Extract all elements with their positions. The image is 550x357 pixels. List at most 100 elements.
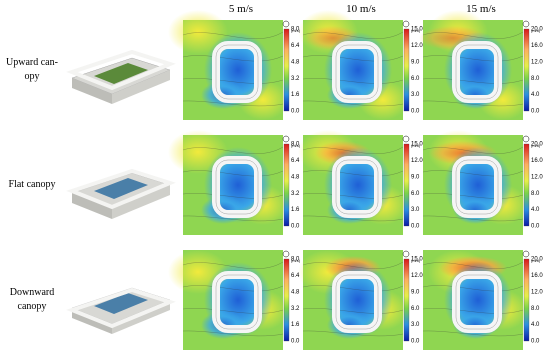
contour-line (422, 55, 524, 62)
colorbar-tick: 0.0 (411, 224, 420, 230)
contour-line (182, 55, 284, 62)
north-arrow (402, 20, 410, 28)
colorbar-tick: 0.0 (531, 224, 540, 230)
contour-line (302, 100, 404, 107)
wind-contour-map: (m/s)8.0 6.4 4.8 3.2 1.6 0.0 (168, 10, 301, 120)
stadium-canopy (66, 287, 176, 329)
colorbar-unit: (m/s) (291, 143, 301, 148)
stadium-outline-edge (215, 274, 259, 330)
contour-line (302, 146, 404, 154)
contour-line (302, 261, 404, 269)
colorbar (283, 28, 290, 112)
column-header: 5 m/s (229, 3, 253, 15)
colorbar-tick: 3.2 (291, 76, 300, 82)
contour-line (302, 55, 404, 62)
colorbar-tick: 6.4 (291, 43, 300, 49)
colorbar (403, 28, 410, 112)
row-label: Flat canopy (9, 179, 56, 190)
colorbar-tick: 8.0 (291, 257, 300, 263)
colorbar-unit: (m/s) (291, 258, 301, 263)
colorbar-tick: 4.8 (291, 289, 300, 295)
column-header: 10 m/s (346, 3, 376, 15)
colorbar-tick: 0.0 (531, 109, 540, 115)
stadium-model (66, 168, 176, 219)
north-arrow (282, 250, 290, 258)
colorbar-tick: 9.0 (411, 59, 420, 65)
stadium-side (112, 185, 170, 219)
contour-line (182, 146, 284, 154)
stadium-outline-edge (455, 44, 499, 100)
colorbar (523, 143, 530, 227)
contour-line (422, 308, 524, 314)
colorbar-tick: 6.0 (411, 191, 420, 197)
contour-line (182, 193, 284, 199)
wind-contour-map: (m/s)20.0 16.0 12.0 8.0 4.0 0.0 (422, 250, 543, 350)
stadium-field (94, 178, 148, 199)
colorbar-tick: 12.0 (531, 59, 543, 65)
colorbar-tick: 6.4 (291, 158, 300, 164)
contour-line (302, 215, 404, 222)
north-arrow (402, 135, 410, 143)
colorbar-tick: 3.0 (411, 92, 420, 98)
colorbar-tick: 0.0 (291, 339, 300, 345)
wind-contour-map: (m/s)8.0 6.4 4.8 3.2 1.6 0.0 (168, 250, 301, 350)
colorbar-tick: 3.0 (411, 207, 420, 213)
colorbar-tick: 12.0 (531, 289, 543, 295)
contour-line (182, 78, 284, 84)
colorbar (523, 28, 530, 112)
colorbar-tick: 12.0 (411, 43, 423, 49)
column-header: 15 m/s (466, 3, 496, 15)
colorbar-tick: 0.0 (531, 339, 540, 345)
contour-line (182, 308, 284, 314)
colorbar-tick: 16.0 (531, 273, 543, 279)
colorbar-tick: 3.0 (411, 322, 420, 328)
stadium-side (72, 193, 112, 219)
stadium-canopy (66, 168, 176, 210)
contour-line (302, 31, 404, 39)
wind-contour-map: (m/s)8.0 6.4 4.8 3.2 1.6 0.0 (168, 130, 301, 235)
colorbar-unit: (m/s) (411, 258, 421, 263)
colorbar-tick: 20.0 (531, 257, 543, 263)
contour-line (182, 261, 284, 269)
wind-contour-map: (m/s)15.0 12.0 9.0 6.0 3.0 0.0 (298, 130, 423, 235)
contour-line (422, 193, 524, 199)
colorbar-tick: 16.0 (531, 43, 543, 49)
colorbar-tick: 4.0 (531, 322, 540, 328)
stadium-outline-edge (455, 159, 499, 215)
colorbar-tick: 0.0 (291, 224, 300, 230)
contour-line (182, 285, 284, 292)
colorbar-tick: 3.2 (291, 191, 300, 197)
contour-line (422, 215, 524, 222)
colorbar-tick: 12.0 (411, 273, 423, 279)
stadium-outline-edge (335, 159, 379, 215)
contour-line (422, 330, 524, 337)
stadium-model (66, 287, 176, 334)
row-label: opy (25, 71, 40, 82)
colorbar-tick: 12.0 (411, 158, 423, 164)
stadium-outline-edge (455, 274, 499, 330)
colorbar (403, 258, 410, 342)
contour-line (182, 215, 284, 222)
contour-line (422, 285, 524, 292)
colorbar-tick: 9.0 (411, 289, 420, 295)
north-arrow (282, 20, 290, 28)
colorbar-tick: 15.0 (411, 142, 423, 148)
colorbar-tick: 12.0 (531, 174, 543, 180)
wind-contour-map: (m/s)20.0 16.0 12.0 8.0 4.0 0.0 (422, 130, 543, 235)
colorbar-tick: 8.0 (531, 76, 540, 82)
colorbar-tick: 6.0 (411, 76, 420, 82)
contour-line (422, 100, 524, 107)
row-label: canopy (18, 301, 47, 312)
row-label: Downward (10, 287, 54, 298)
stadium-field (94, 293, 148, 314)
colorbar-unit: (m/s) (411, 28, 421, 33)
colorbar-unit: (m/s) (291, 28, 301, 33)
wind-contour-map: (m/s)15.0 12.0 9.0 6.0 3.0 0.0 (298, 250, 423, 350)
north-arrow (522, 20, 530, 28)
colorbar-tick: 0.0 (291, 109, 300, 115)
wind-contour-map: (m/s)15.0 12.0 9.0 6.0 3.0 0.0 (298, 10, 423, 120)
colorbar (283, 143, 290, 227)
contour-line (302, 170, 404, 177)
colorbar-tick: 6.0 (411, 306, 420, 312)
